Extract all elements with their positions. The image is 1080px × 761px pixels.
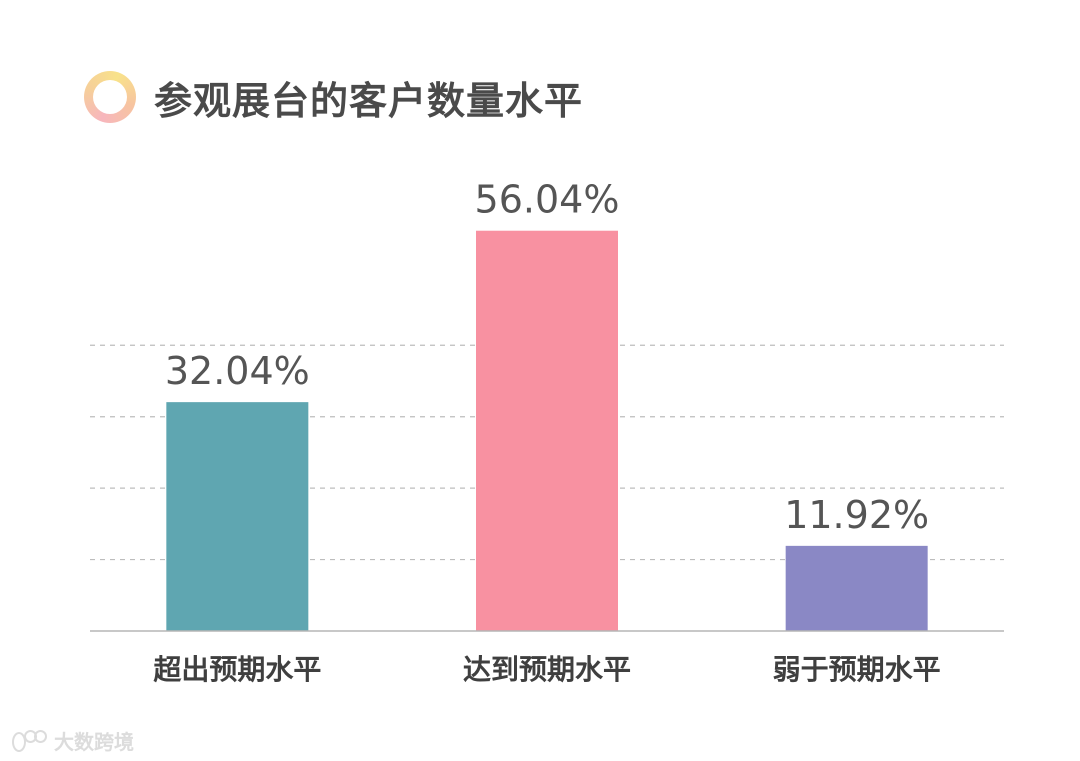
category-label-3: 弱于预期水平: [773, 653, 941, 686]
data-label-3: 11.92%: [784, 493, 929, 537]
watermark: 大数跨境: [12, 726, 134, 755]
bar-1: [166, 402, 309, 631]
category-label-2: 达到预期水平: [463, 653, 631, 686]
watermark-logo-icon: [12, 728, 48, 754]
chart-title: 参观展台的客户数量水平: [154, 78, 584, 123]
chart-header: 参观展台的客户数量水平: [84, 66, 583, 128]
bar-3: [785, 545, 928, 631]
data-label-1: 32.04%: [165, 349, 310, 393]
watermark-text: 大数跨境: [54, 730, 134, 754]
ring-icon: [84, 71, 136, 123]
category-label-1: 超出预期水平: [153, 653, 321, 686]
data-label-2: 56.04%: [475, 178, 620, 222]
bar-2: [476, 230, 618, 631]
